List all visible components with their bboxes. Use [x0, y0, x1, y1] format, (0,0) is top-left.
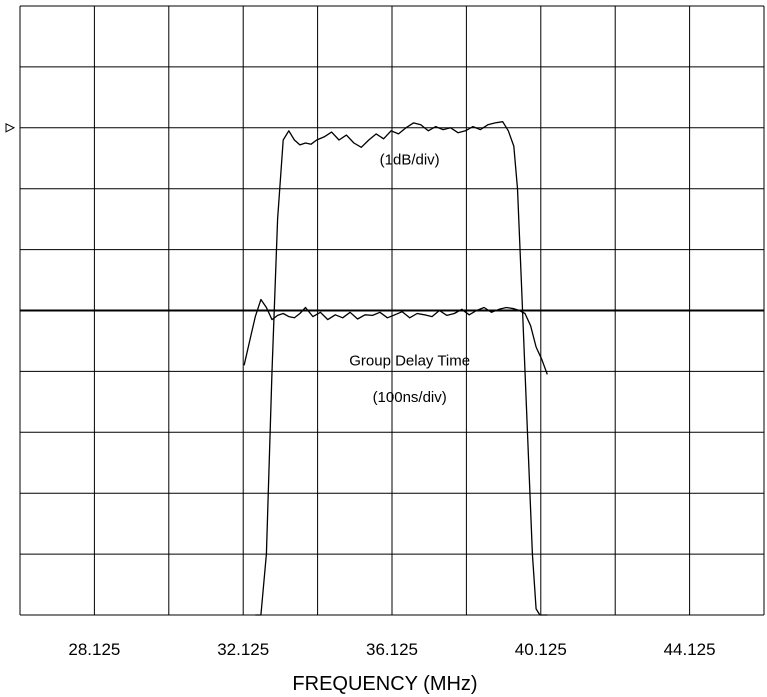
series-amplitude-line [255, 121, 548, 616]
markers [5, 122, 16, 133]
annotation-gd-unit: (100ns/div) [373, 389, 447, 406]
x-tick-label: 28.125 [68, 640, 120, 659]
x-tick-label: 44.125 [664, 640, 716, 659]
annotation-amp-unit: (1dB/div) [380, 151, 440, 168]
x-tick-label: 32.125 [217, 640, 269, 659]
x-tick-label: 36.125 [366, 640, 418, 659]
reference-marker-triangle [5, 122, 16, 133]
series-group-delay-line [243, 298, 548, 375]
grid [19, 5, 765, 616]
x-tick-label: 40.125 [515, 640, 567, 659]
x-tick-labels: 28.125 32.125 36.125 40.125 44.125 [68, 640, 715, 659]
series-layer [243, 121, 548, 616]
x-axis-label: FREQUENCY (MHz) [292, 673, 477, 695]
annotation-gd-name: Group Delay Time [349, 352, 470, 369]
annotations: (1dB/div) Group Delay Time (100ns/div) [349, 151, 470, 406]
